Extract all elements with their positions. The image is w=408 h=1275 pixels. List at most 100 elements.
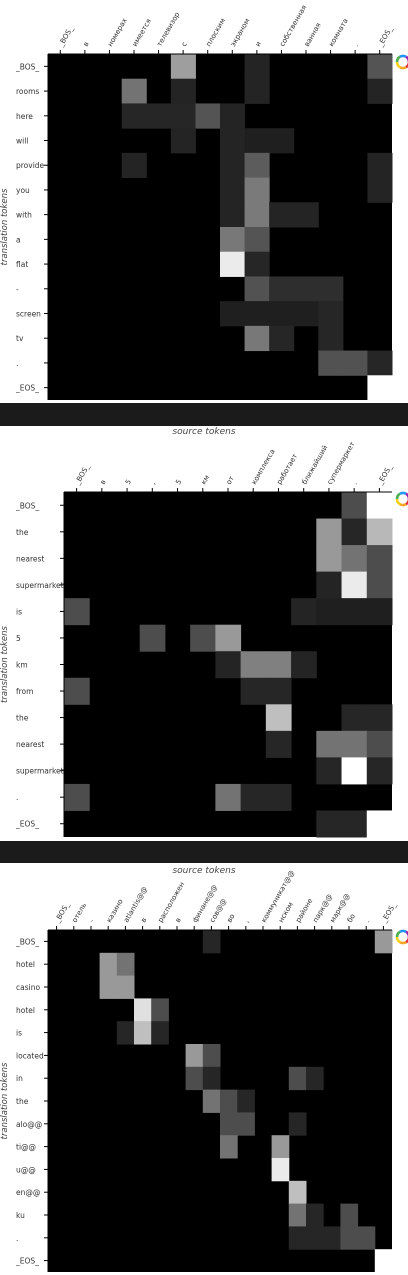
heatmap-cell	[288, 1203, 307, 1227]
y-tick-label: supermarket	[16, 767, 64, 776]
heatmap-cell	[341, 598, 368, 626]
heatmap-cell	[374, 1249, 393, 1273]
x-tick-label: _EOS_	[376, 463, 394, 487]
x-tick-label: в	[174, 916, 183, 924]
heatmap-cell	[220, 1135, 238, 1159]
heatmap-cell	[341, 730, 368, 758]
heatmap-cell	[367, 375, 393, 401]
heatmap-cell	[151, 1021, 169, 1045]
bokeh-logo-icon[interactable]	[395, 929, 408, 945]
x-axis-title-2: source tokens	[172, 866, 236, 876]
heatmap-cell	[146, 103, 172, 129]
y-tick-label: .	[16, 1234, 18, 1243]
y-tick-label: _BOS_	[15, 937, 39, 946]
y-tick-label: located	[16, 1051, 44, 1060]
y-tick-label: nearest	[16, 740, 44, 749]
heatmap-cell	[215, 783, 242, 811]
heatmap-cell	[116, 952, 135, 977]
y-tick-label: flat	[16, 260, 28, 269]
y-tick-label: alo@@	[16, 1120, 42, 1129]
x-tick-label: 5	[124, 478, 133, 486]
x-tick-label: км	[200, 474, 212, 486]
heatmap-cell	[341, 571, 368, 599]
x-tick-label: в	[82, 40, 91, 48]
heatmap-cell	[316, 730, 343, 758]
x-tick-label: супермаркет	[326, 440, 357, 486]
heatmap-cell	[288, 1180, 307, 1205]
heatmap-cell	[190, 624, 216, 652]
x-tick-label: номерах	[106, 17, 129, 48]
y-tick-label: you	[16, 186, 30, 195]
heatmap-cell	[244, 227, 270, 253]
heatmap-cell	[244, 152, 270, 179]
heatmap-cell	[244, 276, 270, 302]
bokeh-logo-icon[interactable]	[395, 491, 408, 507]
heatmap-cell	[271, 1158, 290, 1182]
y-tick-label: _BOS_	[15, 501, 39, 510]
y-tick-label: the	[16, 1097, 29, 1106]
x-tick-label: .	[363, 918, 371, 924]
y-tick-label: a	[16, 235, 21, 244]
heatmap-cell	[220, 227, 246, 253]
heatmap-cell	[265, 730, 292, 758]
heatmap-cell	[342, 350, 368, 376]
x-tick-label: отель	[71, 902, 89, 924]
heatmap-cell	[244, 54, 270, 80]
heatmap-cell	[220, 202, 246, 228]
heatmap-cell	[244, 177, 270, 203]
heatmap-cell	[291, 651, 317, 679]
heatmap-cell	[366, 518, 393, 546]
x-tick-label: _BOS_	[57, 25, 75, 49]
y-tick-label: screen	[16, 310, 41, 319]
y-tick-label: from	[16, 687, 33, 696]
heatmap-cell	[121, 152, 147, 179]
heatmap-cell	[316, 810, 343, 838]
heatmap-cell	[220, 251, 246, 277]
heatmap-panel-2: _BOS_ в 5, 5 км от комплекса работает ближайший с…	[0, 440, 408, 840]
x-tick-label: с	[180, 41, 189, 48]
y-tick-label: tv	[16, 334, 24, 343]
x-tick-label: ,	[149, 480, 157, 486]
heatmap-cell	[366, 571, 393, 599]
heatmap-cell	[244, 128, 270, 154]
heatmap-cell	[306, 1066, 324, 1091]
x-tick-label: _EOS_	[380, 901, 398, 925]
heatmap-cell	[116, 1021, 135, 1045]
heatmap-cell	[265, 704, 292, 732]
heatmap-cell	[220, 103, 246, 129]
heatmap-cell	[318, 276, 344, 302]
heatmap-cell	[185, 1044, 204, 1068]
y-tick-label: hotel	[16, 960, 35, 969]
heatmap-cell	[244, 78, 270, 104]
heatmap-cell	[139, 624, 166, 652]
y-tick-label: .	[16, 793, 18, 802]
x-tick-label: _EOS_	[376, 25, 394, 49]
y-tick-label: ku	[16, 1211, 25, 1220]
heatmap-cell	[316, 518, 343, 546]
bokeh-logo-icon[interactable]	[395, 54, 408, 70]
heatmap-cell	[265, 783, 292, 811]
heatmap-panel-1: _BOS_ в номерах имеется телевизор с плоским экр…	[0, 0, 408, 403]
heatmap-cell	[121, 78, 147, 104]
heatmap-cell	[116, 975, 135, 999]
x-tick-label: 5	[174, 478, 183, 486]
y-tick-label: will	[16, 137, 28, 146]
heatmap-cell	[366, 492, 393, 520]
heatmap-cell	[99, 952, 118, 977]
heatmap-cell	[269, 128, 295, 154]
heatmap-cell	[367, 152, 393, 179]
y-tick-label: en@@	[16, 1188, 40, 1197]
x-tick-label: во	[225, 913, 236, 924]
y-tick-label: in	[16, 1074, 23, 1083]
heatmap-cell	[293, 202, 319, 228]
heatmap-cell	[220, 152, 246, 179]
x-tick-label: от	[225, 475, 236, 486]
heatmap-cell	[316, 757, 343, 785]
heatmap-cell	[215, 651, 242, 679]
y-axis-title: translation tokens	[0, 188, 10, 265]
heatmap-cell	[323, 1226, 341, 1250]
heatmap-cell	[215, 624, 242, 652]
x-axis-title-1: source tokens	[172, 427, 236, 437]
x-tick-label: коммуникат@@	[260, 869, 296, 924]
heatmap-cell	[366, 810, 393, 838]
